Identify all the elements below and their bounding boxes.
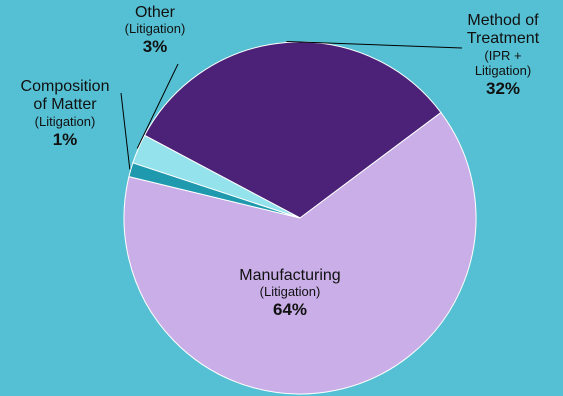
- slice-subtitle-line2: Litigation): [474, 62, 532, 78]
- slice-percent: 3%: [142, 37, 168, 57]
- slice-subtitle: (Litigation): [259, 284, 321, 300]
- slice-name-line2: Treatment: [466, 30, 540, 48]
- leader-line-composition-of-matter: [120, 92, 131, 170]
- label-other: Other (Litigation) 3%: [105, 4, 205, 57]
- slice-subtitle: (IPR +: [484, 47, 522, 63]
- label-method-of-treatment: Method of Treatment (IPR + Litigation) 3…: [448, 12, 558, 98]
- slice-name: Manufacturing: [239, 267, 341, 284]
- slice-name: Composition: [20, 78, 110, 95]
- slice-name-line2: of Matter: [33, 96, 97, 114]
- label-composition-of-matter: Composition of Matter (Litigation) 1%: [10, 78, 120, 149]
- pie-slice-other: [132, 134, 301, 219]
- leader-line-method-of-treatment: [286, 41, 463, 49]
- pie-slice-method-of-treatment: [143, 41, 442, 219]
- slice-percent: 64%: [272, 300, 308, 320]
- slice-subtitle: (Litigation): [124, 21, 186, 37]
- slice-percent: 32%: [485, 78, 521, 98]
- slice-name: Method of: [467, 12, 539, 29]
- slice-name: Other: [134, 4, 175, 21]
- leader-line-other: [136, 63, 179, 149]
- slice-percent: 1%: [52, 129, 78, 149]
- pie-slice-manufacturing: [123, 111, 477, 395]
- label-manufacturing: Manufacturing (Litigation) 64%: [220, 267, 360, 320]
- slice-subtitle: (Litigation): [34, 113, 96, 129]
